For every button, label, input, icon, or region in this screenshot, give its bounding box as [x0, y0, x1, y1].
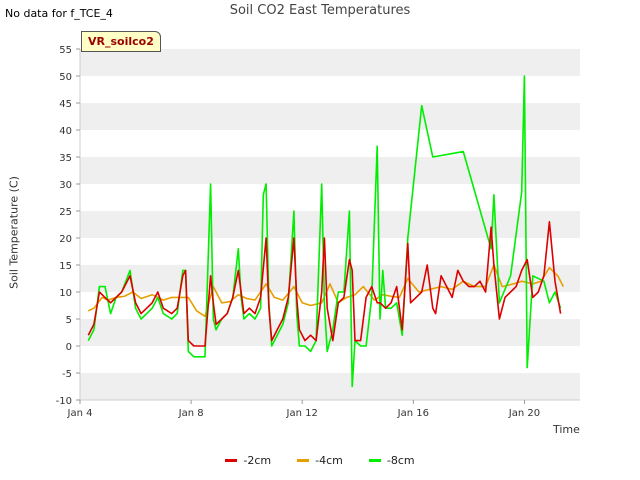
y-tick-label: 15: [59, 261, 72, 272]
grid-bands: [80, 49, 580, 400]
x-axis-ticks: Jan 4 Jan 8 Jan 12 Jan 16 Jan 20: [67, 400, 540, 419]
legend-swatch-2cm: [225, 459, 238, 462]
y-tick-label: -10: [56, 396, 72, 407]
grid-band: [80, 49, 580, 76]
x-tick-label: Jan 4: [67, 408, 93, 419]
y-tick-label: 20: [59, 234, 72, 245]
y-tick-label: 25: [59, 207, 72, 218]
x-tick-label: Jan 16: [397, 408, 429, 419]
y-tick-label: 35: [59, 153, 72, 164]
legend-swatch-8cm: [368, 459, 381, 462]
legend: -2cm -4cm -8cm: [0, 454, 640, 467]
y-axis-ticks: -10 -5 0 5 10 15 20 25 30 35 40 45 50 55: [56, 45, 80, 407]
site-badge: VR_soilco2: [81, 31, 161, 52]
series-line-minus-8cm: [87, 75, 562, 388]
x-tick-label: Jan 20: [508, 408, 540, 419]
y-tick-label: 45: [59, 99, 72, 110]
x-tick-label: Jan 12: [286, 408, 318, 419]
legend-item-4cm[interactable]: -4cm: [297, 454, 343, 467]
y-tick-label: 55: [59, 45, 72, 56]
no-data-message: No data for f_TCE_4: [5, 7, 113, 20]
grid-band: [80, 157, 580, 184]
series-lines: [87, 75, 565, 388]
grid-band: [80, 211, 580, 238]
y-tick-label: 5: [66, 315, 72, 326]
legend-item-2cm[interactable]: -2cm: [225, 454, 271, 467]
legend-label-2cm: -2cm: [243, 454, 272, 467]
series-line-minus-2cm: [87, 221, 562, 347]
legend-swatch-4cm: [297, 459, 310, 462]
y-tick-label: 40: [59, 126, 72, 137]
y-tick-label: -5: [62, 369, 72, 380]
grid-band: [80, 103, 580, 130]
y-tick-label: 30: [59, 180, 72, 191]
legend-label-8cm: -8cm: [386, 454, 415, 467]
x-tick-label: Jan 8: [178, 408, 204, 419]
chart-title: Soil CO2 East Temperatures: [229, 3, 411, 18]
y-tick-label: 0: [66, 342, 72, 353]
y-tick-label: 50: [59, 72, 72, 83]
legend-item-8cm[interactable]: -8cm: [368, 454, 415, 467]
x-axis-label: Time: [553, 423, 580, 436]
grid-band: [80, 373, 580, 400]
y-tick-label: 10: [59, 288, 72, 299]
legend-label-4cm: -4cm: [315, 454, 343, 467]
plot-frame: [79, 49, 580, 401]
